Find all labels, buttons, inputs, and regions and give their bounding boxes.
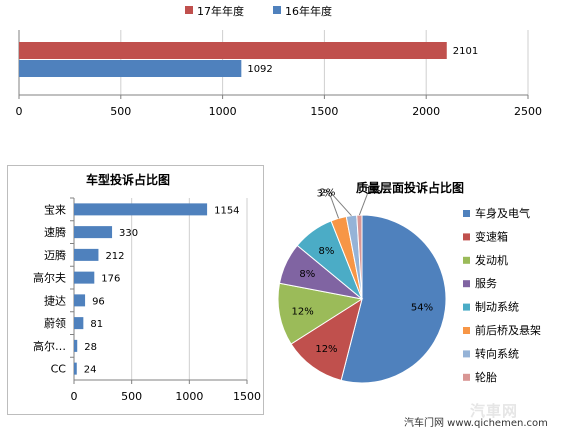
model-bar-value: 330 — [119, 228, 138, 239]
top-comparison-bar-chart: 17年年度 16年年度 0 500 1000 1500 2000 2500 2101 1092 — [16, 4, 543, 118]
model-category-label: 捷达 — [44, 293, 66, 307]
pie-slice-label: 8% — [319, 246, 335, 257]
pie-legend-label: 发动机 — [475, 253, 508, 267]
pie-slice-label: 12% — [291, 306, 313, 317]
model-bar — [74, 317, 84, 330]
model-bar-value: 176 — [101, 274, 120, 285]
pie-slice-2 — [277, 282, 364, 345]
top-bar-1 — [19, 60, 242, 77]
legend-swatch-1 — [273, 6, 281, 14]
pie-legend-swatch — [463, 256, 470, 264]
top-tick-label: 2000 — [412, 105, 440, 118]
pie-slice-label: 3% — [317, 188, 333, 199]
model-bar — [74, 271, 95, 284]
top-tick-label: 1500 — [310, 105, 338, 118]
top-tick-label: 500 — [110, 105, 131, 118]
top-bar-value-1: 1092 — [247, 64, 272, 75]
watermark-text: 汽车门网 www.qichemen.com — [404, 418, 548, 429]
pie-legend-label: 车身及电气 — [475, 206, 530, 220]
top-bar-0 — [19, 42, 447, 59]
pie-leader-line — [333, 195, 352, 216]
quality-complaint-pie-chart: 质量层面投诉占比图 54% 12% 12% 8% 8% 3%2% 1% 车身及电气变速箱发动机服… — [277, 180, 541, 384]
model-tick-label: 1500 — [233, 390, 261, 403]
pie-slice-0 — [340, 214, 447, 384]
model-bar — [74, 248, 99, 261]
watermark-logo: 汽車网 — [470, 402, 519, 420]
pie-chart-title: 质量层面投诉占比图 — [356, 180, 464, 195]
pie-legend-label: 变速箱 — [475, 229, 508, 243]
legend-label-0: 17年年度 — [197, 4, 244, 18]
pie-slice-label: 12% — [315, 344, 337, 355]
pie-leader-line — [358, 193, 368, 216]
model-tick-label: 0 — [71, 390, 78, 403]
model-category-label: 迈腾 — [44, 248, 66, 262]
pie-legend-swatch — [463, 233, 470, 241]
model-bar — [74, 226, 113, 239]
pie-legend-swatch — [463, 303, 470, 311]
pie-legend-swatch — [463, 350, 470, 358]
pie-slice-label: 1% — [365, 186, 381, 197]
model-bar-value: 81 — [90, 319, 103, 330]
pie-slice-label: 54% — [411, 303, 433, 314]
pie-legend-label: 转向系统 — [475, 346, 519, 360]
model-tick-label: 500 — [121, 390, 142, 403]
model-category-label: 高尔夫 — [33, 271, 66, 285]
model-bar — [74, 203, 208, 216]
model-category-label: CC — [51, 363, 67, 376]
model-bar-value: 96 — [92, 296, 105, 307]
pie-slice-label: 8% — [299, 269, 315, 280]
pie-leader-line — [330, 196, 340, 219]
pie-legend-swatch — [463, 373, 470, 381]
pie-legend-label: 前后桥及悬架 — [475, 323, 541, 337]
model-bar-value: 212 — [105, 251, 124, 262]
pie-legend-label: 制动系统 — [475, 301, 519, 314]
model-chart-title: 车型投诉占比图 — [86, 172, 170, 187]
model-bar — [74, 362, 77, 375]
model-category-label: 宝来 — [44, 202, 66, 216]
top-tick-label: 1000 — [209, 105, 237, 118]
pie-legend-swatch — [463, 280, 470, 288]
pie-slice-7 — [356, 214, 363, 300]
model-bar — [74, 294, 86, 307]
top-tick-label: 0 — [16, 105, 23, 118]
pie-legend-label: 服务 — [475, 277, 497, 290]
pie-legend-swatch — [463, 327, 470, 334]
model-bar-value: 28 — [84, 342, 97, 353]
model-bar-value: 24 — [84, 365, 97, 376]
pie-slice-label: 2% — [320, 188, 336, 199]
legend-label-1: 16年年度 — [285, 4, 332, 18]
model-bar — [74, 339, 78, 352]
model-category-label: 高尔… — [33, 339, 66, 353]
pie-slice-1 — [290, 297, 363, 381]
model-category-label: 蔚领 — [44, 317, 66, 330]
pie-legend-swatch — [463, 210, 470, 217]
legend-swatch-0 — [185, 6, 193, 14]
model-bar-value: 1154 — [214, 205, 239, 216]
pie-legend-label: 轮胎 — [475, 370, 497, 384]
top-bar-value-0: 2101 — [453, 46, 478, 57]
model-category-label: 速腾 — [44, 225, 66, 239]
model-tick-label: 1000 — [175, 390, 203, 403]
top-tick-label: 2500 — [514, 105, 542, 118]
model-complaint-bar-chart: 车型投诉占比图 0 500 1000 1500 宝来 1154 速腾 330 迈腾 212 高尔夫 17… — [33, 172, 261, 403]
